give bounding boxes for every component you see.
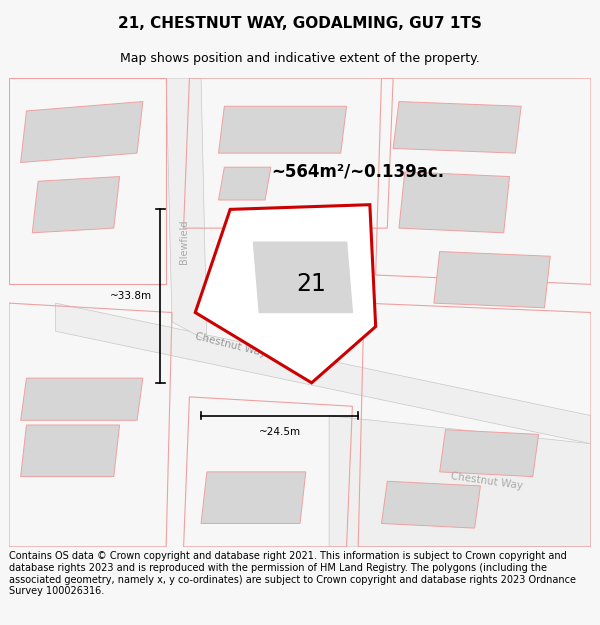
Text: ~564m²/~0.139ac.: ~564m²/~0.139ac. <box>271 163 444 181</box>
Polygon shape <box>195 205 376 382</box>
Polygon shape <box>440 430 539 476</box>
Polygon shape <box>20 101 143 162</box>
Text: ~24.5m: ~24.5m <box>259 428 301 438</box>
Text: Chestnut Way: Chestnut Way <box>449 471 523 491</box>
Polygon shape <box>382 481 481 528</box>
Polygon shape <box>329 416 591 547</box>
Text: Chestnut Way: Chestnut Way <box>194 332 266 359</box>
Polygon shape <box>218 167 271 200</box>
Polygon shape <box>201 472 306 524</box>
Text: Blewfield: Blewfield <box>179 220 188 264</box>
Polygon shape <box>32 176 119 232</box>
Text: 21: 21 <box>297 272 326 296</box>
Polygon shape <box>253 242 352 312</box>
Polygon shape <box>56 303 591 444</box>
Polygon shape <box>399 172 509 232</box>
Polygon shape <box>434 251 550 308</box>
Polygon shape <box>166 78 207 341</box>
Text: ~33.8m: ~33.8m <box>109 291 152 301</box>
Text: 21, CHESTNUT WAY, GODALMING, GU7 1TS: 21, CHESTNUT WAY, GODALMING, GU7 1TS <box>118 16 482 31</box>
Text: Map shows position and indicative extent of the property.: Map shows position and indicative extent… <box>120 52 480 65</box>
Text: Contains OS data © Crown copyright and database right 2021. This information is : Contains OS data © Crown copyright and d… <box>9 551 576 596</box>
Polygon shape <box>20 425 119 476</box>
Polygon shape <box>393 101 521 153</box>
Polygon shape <box>20 378 143 420</box>
Polygon shape <box>218 106 347 153</box>
